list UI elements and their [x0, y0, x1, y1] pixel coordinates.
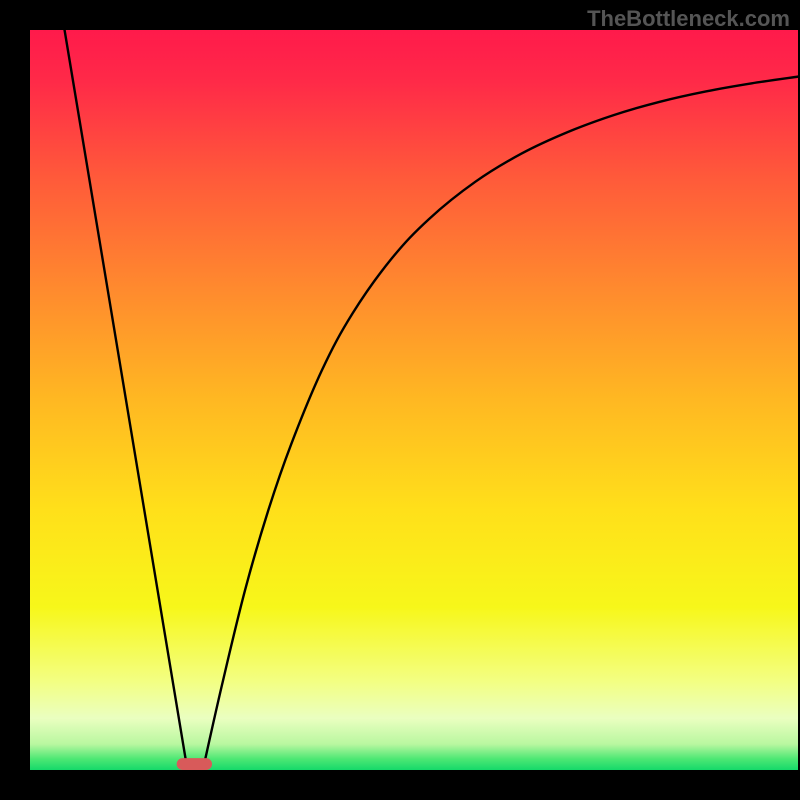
valley-marker: [177, 758, 212, 770]
chart-root: TheBottleneck.com: [0, 0, 800, 800]
watermark-text: TheBottleneck.com: [587, 6, 790, 32]
chart-svg: [30, 30, 798, 770]
plot-area: [30, 30, 798, 770]
gradient-background: [30, 30, 798, 770]
